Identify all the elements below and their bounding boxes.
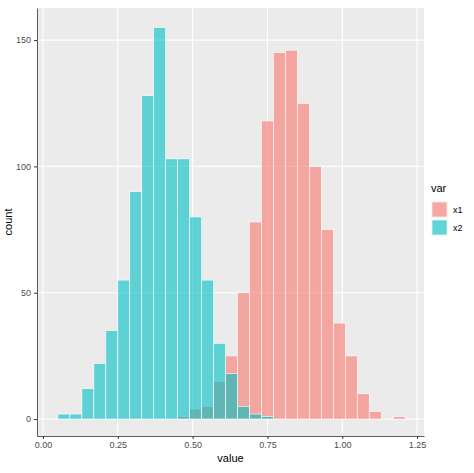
histogram-bar — [345, 419, 357, 420]
histogram-bar — [309, 166, 321, 419]
histogram-bar — [345, 356, 357, 419]
grid-line-x — [417, 8, 418, 436]
x-axis: 0.00 0.25 0.50 0.75 1.00 1.25 — [35, 436, 427, 450]
tick: 0.00 — [35, 436, 53, 450]
histogram-bar — [393, 419, 405, 420]
histogram-bar — [297, 419, 309, 420]
tick-mark — [34, 419, 37, 420]
histogram-bar — [381, 419, 393, 420]
tick-mark — [34, 166, 37, 167]
histogram-bar — [333, 419, 345, 420]
tick: 150 — [16, 35, 37, 45]
grid-line-y — [37, 292, 424, 293]
histogram-bar — [381, 419, 393, 420]
tick: 0 — [26, 414, 37, 424]
histogram-bar — [130, 192, 142, 419]
histogram-bar — [393, 417, 405, 420]
histogram-bar — [226, 374, 238, 419]
tick-label: 0.75 — [259, 440, 277, 450]
histogram-bar — [261, 417, 273, 420]
tick-mark — [34, 40, 37, 41]
histogram-bar — [226, 356, 238, 419]
y-axis: 0 50 100 150 — [16, 9, 38, 437]
bars — [58, 27, 405, 419]
histogram-bar — [357, 419, 369, 420]
tick-label: 0.00 — [35, 440, 53, 450]
legend-title: var — [431, 182, 447, 194]
histogram-bar — [273, 419, 285, 420]
legend-key-bg — [431, 201, 448, 218]
tick-label: 100 — [16, 162, 31, 172]
histogram-bar — [321, 419, 333, 420]
tick: 0.25 — [110, 436, 128, 450]
tick-mark — [417, 436, 418, 439]
legend-swatch — [432, 220, 447, 235]
grid-line-y — [37, 166, 424, 167]
tick-mark — [267, 436, 268, 439]
histogram-bar — [70, 414, 82, 419]
tick-mark — [118, 436, 119, 439]
grid — [37, 8, 424, 436]
histogram-bar — [118, 280, 130, 419]
histogram-bar — [273, 53, 285, 419]
tick-label: 0.25 — [110, 440, 128, 450]
y-axis-title: count — [2, 209, 14, 236]
legend: var x1 x2 — [431, 182, 463, 236]
histogram-bar — [285, 50, 297, 419]
series-x1 — [178, 50, 405, 419]
tick-label: 1.00 — [334, 440, 352, 450]
tick-label: 0.50 — [184, 440, 202, 450]
histogram-bar — [250, 222, 262, 419]
legend-key-bg — [431, 219, 448, 236]
tick-mark — [342, 436, 343, 439]
tick-label: 50 — [21, 288, 31, 298]
histogram-bar — [202, 280, 214, 419]
histogram-bar — [369, 411, 381, 419]
tick-mark — [193, 436, 194, 439]
histogram-bar — [58, 414, 70, 419]
histogram-bar — [238, 406, 250, 419]
histogram-bar — [309, 419, 321, 420]
tick: 100 — [16, 162, 37, 172]
histogram-bar — [297, 103, 309, 419]
histogram-bar — [238, 293, 250, 419]
histogram-bar — [190, 217, 202, 419]
tick: 0.50 — [184, 436, 202, 450]
plot-background — [37, 8, 424, 436]
legend-label: x2 — [453, 223, 463, 233]
histogram-bar — [178, 159, 190, 419]
histogram-bar — [214, 343, 226, 419]
grid-line-x — [42, 8, 43, 436]
tick: 1.00 — [334, 436, 352, 450]
legend-swatch — [432, 202, 447, 217]
tick-label: 1.25 — [409, 440, 427, 450]
tick: 0.75 — [259, 436, 277, 450]
x-axis-title: value — [217, 452, 243, 464]
tick-label: 0 — [26, 414, 31, 424]
histogram-bar — [261, 121, 273, 419]
axis-line — [37, 9, 38, 437]
series-x2 — [58, 27, 273, 419]
tick-mark — [43, 436, 44, 439]
histogram-bar — [82, 389, 94, 419]
tick-mark — [34, 293, 37, 294]
legend-label: x1 — [453, 205, 463, 215]
chart: 0.00 0.25 0.50 0.75 1.00 1.25 0 50 100 150 value co… — [0, 0, 474, 473]
histogram-bar — [357, 394, 369, 419]
histogram-bar — [94, 363, 106, 419]
histogram-bar — [369, 419, 381, 420]
histogram-bar — [166, 159, 178, 419]
histogram-bar — [285, 419, 297, 420]
tick-label: 150 — [16, 35, 31, 45]
tick: 50 — [21, 288, 37, 298]
histogram-bar — [250, 414, 262, 419]
histogram-bar — [321, 230, 333, 419]
histogram-bar — [106, 331, 118, 419]
histogram-bar — [333, 323, 345, 419]
histogram-bar — [154, 27, 166, 419]
grid-line-y — [37, 40, 424, 41]
tick: 1.25 — [409, 436, 427, 450]
axis-line — [38, 436, 425, 437]
histogram-bar — [142, 96, 154, 419]
